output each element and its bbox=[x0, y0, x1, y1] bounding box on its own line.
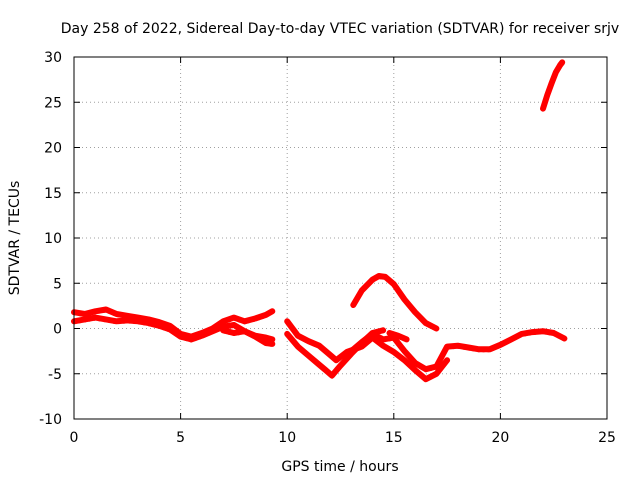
y-tick-label: 0 bbox=[53, 322, 62, 338]
y-axis-title: SDTVAR / TECUs bbox=[7, 181, 23, 296]
chart-title: Day 258 of 2022, Sidereal Day-to-day VTE… bbox=[61, 21, 619, 37]
y-tick-label: 5 bbox=[53, 276, 62, 292]
series-line-track-6 bbox=[348, 328, 568, 373]
x-tick-label: 25 bbox=[598, 430, 616, 446]
series-line-track-3 bbox=[220, 327, 276, 347]
series-line-track-7 bbox=[386, 330, 410, 343]
series-markers-track-7 bbox=[389, 334, 407, 343]
y-tick-label: 15 bbox=[44, 186, 62, 202]
series-markers-track-8 bbox=[352, 276, 437, 332]
series-markers-track-4 bbox=[286, 322, 448, 383]
tick-layer: 0 5 10 15 20 25 -10 -5 0 5 10 15 20 25 30 bbox=[39, 50, 616, 446]
y-tick-label: 30 bbox=[44, 50, 62, 66]
x-tick-label: 20 bbox=[491, 430, 509, 446]
y-tick-label: 25 bbox=[44, 95, 62, 111]
y-tick-label: 20 bbox=[44, 141, 62, 157]
x-tick-label: 10 bbox=[278, 430, 296, 446]
grid-layer bbox=[74, 57, 607, 419]
y-tick-label: -10 bbox=[39, 412, 62, 428]
x-tick-label: 0 bbox=[70, 430, 79, 446]
x-axis-title: GPS time / hours bbox=[281, 459, 398, 475]
series-line-track-9 bbox=[540, 59, 566, 112]
y-tick-label: 10 bbox=[44, 231, 62, 247]
y-tick-label: -5 bbox=[48, 367, 62, 383]
series-line-track-8 bbox=[350, 273, 440, 332]
x-tick-label: 15 bbox=[385, 430, 403, 446]
x-tick-label: 5 bbox=[176, 430, 185, 446]
series-layer bbox=[71, 59, 568, 383]
series-markers-track-9 bbox=[542, 63, 563, 111]
